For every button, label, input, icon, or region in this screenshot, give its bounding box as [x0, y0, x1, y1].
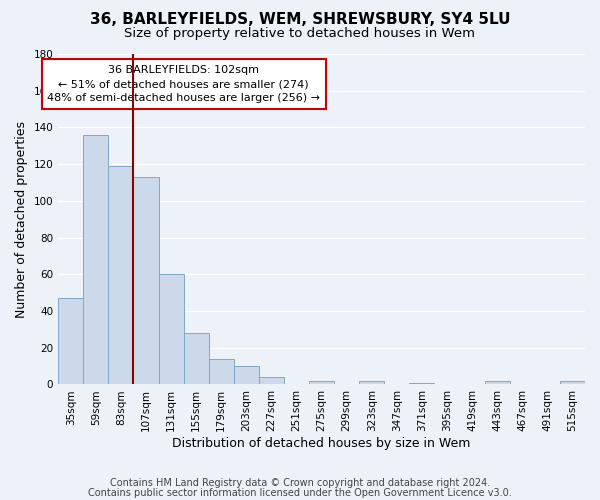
Bar	[133, 177, 158, 384]
Bar	[58, 298, 83, 384]
Text: Size of property relative to detached houses in Wem: Size of property relative to detached ho…	[125, 28, 476, 40]
Y-axis label: Number of detached properties: Number of detached properties	[15, 120, 28, 318]
Text: Contains HM Land Registry data © Crown copyright and database right 2024.: Contains HM Land Registry data © Crown c…	[110, 478, 490, 488]
Bar	[359, 381, 385, 384]
Bar	[158, 274, 184, 384]
Bar	[309, 381, 334, 384]
Bar	[560, 381, 585, 384]
Bar	[259, 377, 284, 384]
Text: Contains public sector information licensed under the Open Government Licence v3: Contains public sector information licen…	[88, 488, 512, 498]
Text: 36, BARLEYFIELDS, WEM, SHREWSBURY, SY4 5LU: 36, BARLEYFIELDS, WEM, SHREWSBURY, SY4 5…	[90, 12, 510, 28]
Bar	[409, 382, 434, 384]
X-axis label: Distribution of detached houses by size in Wem: Distribution of detached houses by size …	[172, 437, 471, 450]
Bar	[234, 366, 259, 384]
Bar	[83, 135, 109, 384]
Bar	[184, 333, 209, 384]
Bar	[209, 359, 234, 384]
Bar	[109, 166, 133, 384]
Bar	[485, 381, 510, 384]
Text: 36 BARLEYFIELDS: 102sqm
← 51% of detached houses are smaller (274)
48% of semi-d: 36 BARLEYFIELDS: 102sqm ← 51% of detache…	[47, 65, 320, 103]
